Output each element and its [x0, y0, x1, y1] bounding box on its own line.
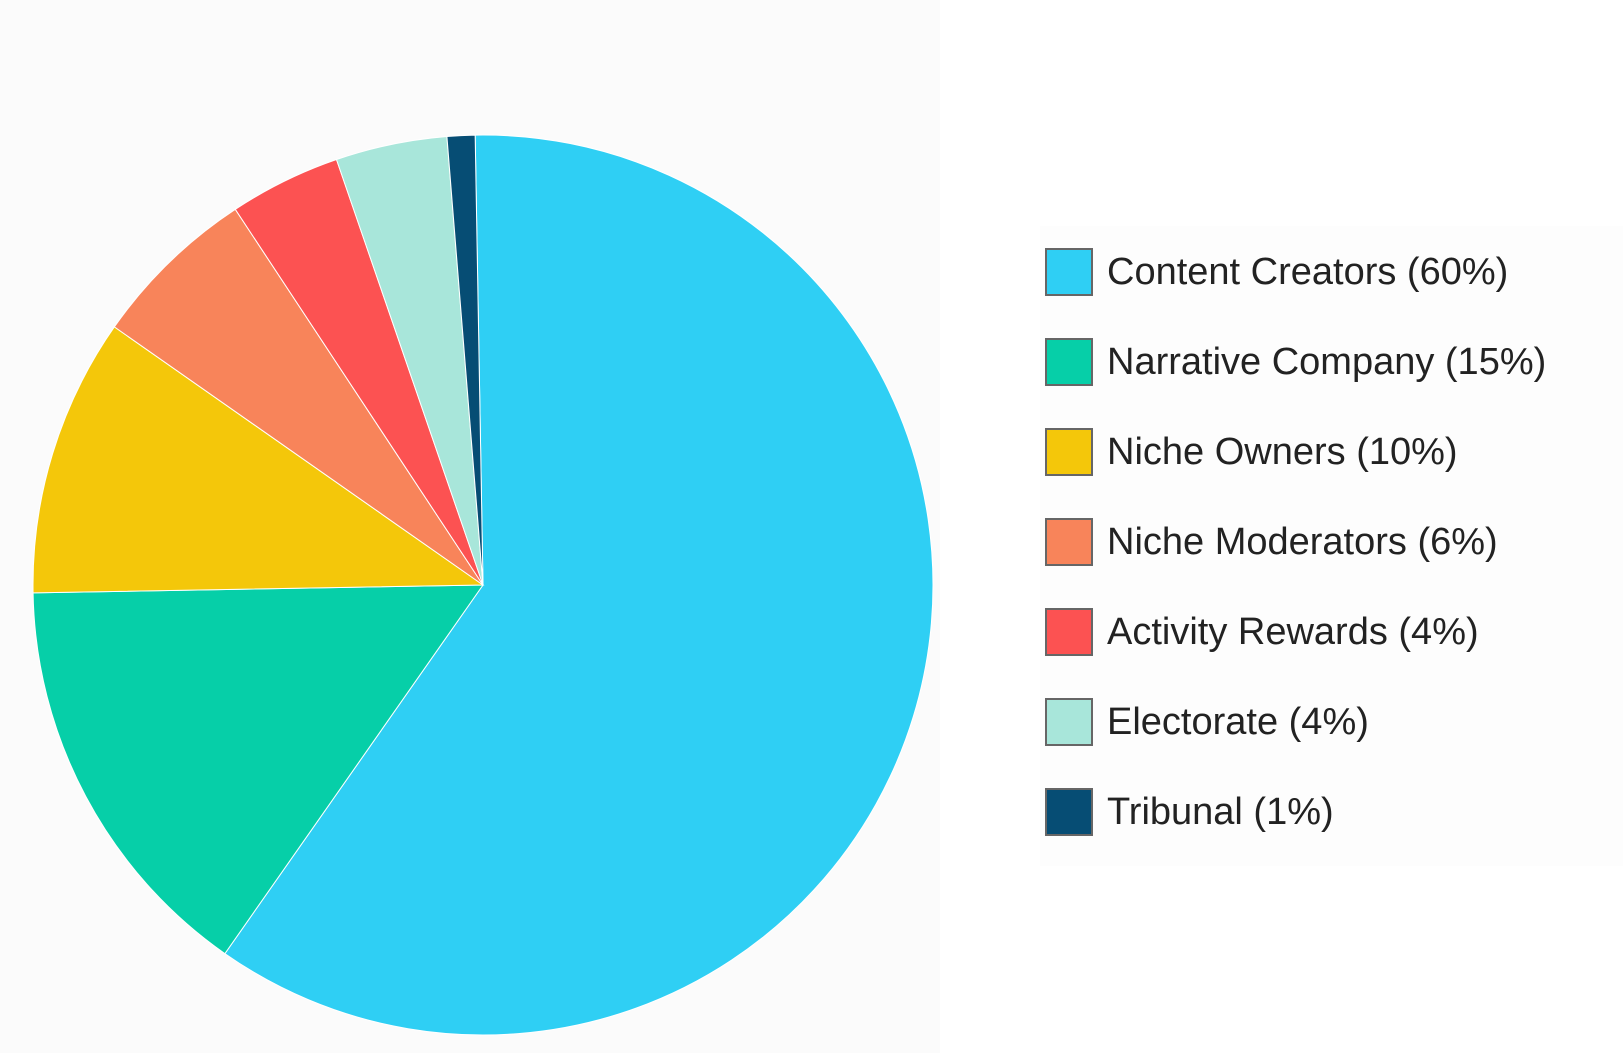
legend-label: Niche Moderators (6%) — [1107, 521, 1498, 563]
legend-item: Electorate (4%) — [1045, 696, 1369, 748]
legend-item: Narrative Company (15%) — [1045, 336, 1546, 388]
legend-label: Activity Rewards (4%) — [1107, 611, 1479, 653]
chart-area — [32, 134, 934, 1036]
legend-swatch — [1045, 248, 1093, 296]
legend-label: Content Creators (60%) — [1107, 251, 1509, 293]
legend-swatch — [1045, 788, 1093, 836]
pie-slice-3 — [113, 208, 484, 586]
legend-item: Niche Moderators (6%) — [1045, 516, 1498, 568]
legend-item: Niche Owners (10%) — [1045, 426, 1458, 478]
legend: Content Creators (60%) Narrative Company … — [1040, 226, 1623, 866]
pie-chart — [32, 134, 934, 1036]
pie-slice-2 — [32, 326, 485, 594]
legend-swatch — [1045, 428, 1093, 476]
legend-item: Activity Rewards (4%) — [1045, 606, 1479, 658]
legend-swatch — [1045, 338, 1093, 386]
legend-swatch — [1045, 518, 1093, 566]
legend-label: Narrative Company (15%) — [1107, 341, 1547, 383]
legend-label: Electorate (4%) — [1107, 701, 1369, 743]
pie-slice-1 — [32, 584, 484, 955]
pie-slice-0 — [224, 134, 934, 1036]
legend-label: Tribunal (1%) — [1107, 791, 1334, 833]
legend-swatch — [1045, 608, 1093, 656]
pie-slice-6 — [446, 134, 484, 586]
legend-item: Content Creators (60%) — [1045, 246, 1508, 298]
legend-item: Tribunal (1%) — [1045, 786, 1334, 838]
legend-swatch — [1045, 698, 1093, 746]
legend-label: Niche Owners (10%) — [1107, 431, 1458, 473]
